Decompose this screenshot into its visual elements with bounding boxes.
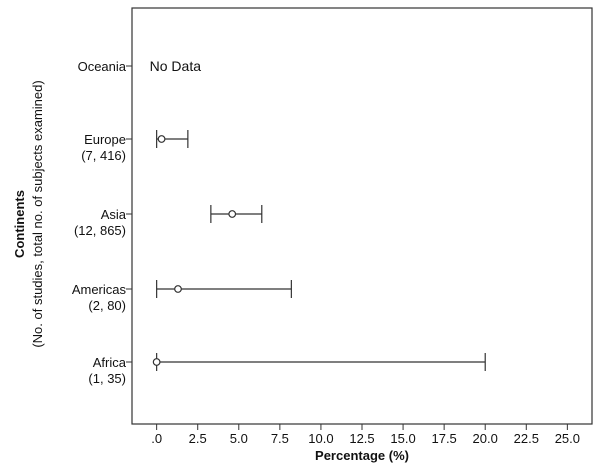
point-estimate (152, 358, 161, 366)
y-tick-label: Africa (93, 355, 127, 370)
point-estimate (157, 135, 166, 143)
y-axis-title: Continents (12, 190, 27, 258)
y-tick-sublabel: (2, 80) (88, 298, 126, 313)
x-tick-label: 15.0 (390, 431, 415, 446)
y-axis-subtitle: (No. of studies, total no. of subjects e… (30, 80, 45, 347)
x-tick-label: 2.5 (189, 431, 207, 446)
x-tick-label: 10.0 (308, 431, 333, 446)
data-marks: No Data (150, 58, 486, 371)
x-tick-label: 17.5 (431, 431, 456, 446)
point-estimate (228, 210, 237, 218)
x-tick-label: 22.5 (514, 431, 539, 446)
y-axis-ticks: Oceania Europe(7, 416) Asia(12, 865) Americ… (72, 59, 132, 386)
y-tick-label: Asia (101, 207, 127, 222)
y-tick-label: Americas (72, 282, 127, 297)
y-tick-sublabel: (1, 35) (88, 371, 126, 386)
y-tick-label: Oceania (78, 59, 127, 74)
x-tick-label: 25.0 (555, 431, 580, 446)
x-tick-label: 12.5 (349, 431, 374, 446)
point-estimate (174, 285, 182, 293)
x-tick-label: 5.0 (230, 431, 248, 446)
y-tick-label: Europe (84, 132, 126, 147)
x-tick-label: 7.5 (271, 431, 289, 446)
no-data-annotation: No Data (150, 58, 202, 74)
x-tick-label: 20.0 (473, 431, 498, 446)
x-tick-label: .0 (151, 431, 162, 446)
x-axis-title: Percentage (%) (315, 448, 409, 463)
x-axis-ticks: .0 2.5 5.0 7.5 10.0 12.5 15.0 17.5 20.0 22.5 25.0 (151, 424, 580, 446)
y-tick-sublabel: (12, 865) (74, 223, 126, 238)
y-tick-sublabel: (7, 416) (81, 148, 126, 163)
